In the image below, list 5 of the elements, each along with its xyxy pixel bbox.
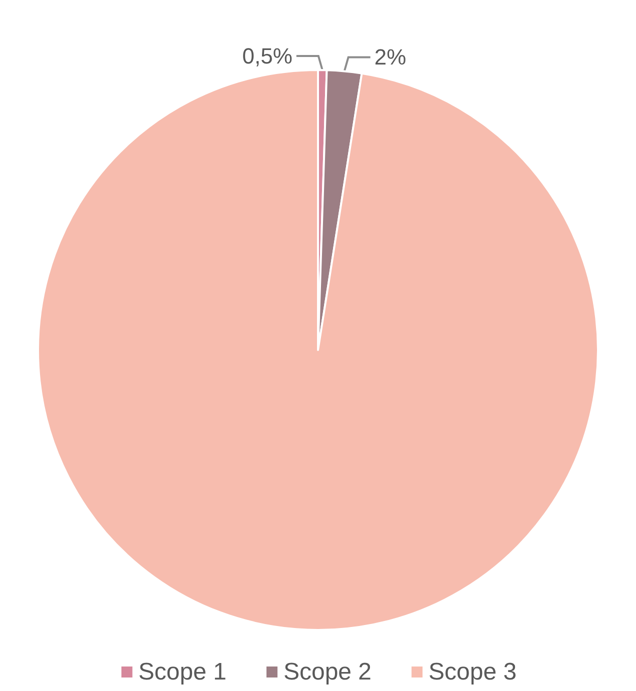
legend-label: Scope 3 (428, 658, 517, 686)
legend-label: Scope 1 (138, 658, 226, 686)
legend-label: Scope 2 (283, 658, 372, 686)
data-label: 0,5% (242, 44, 292, 69)
data-label: 2% (374, 44, 406, 70)
